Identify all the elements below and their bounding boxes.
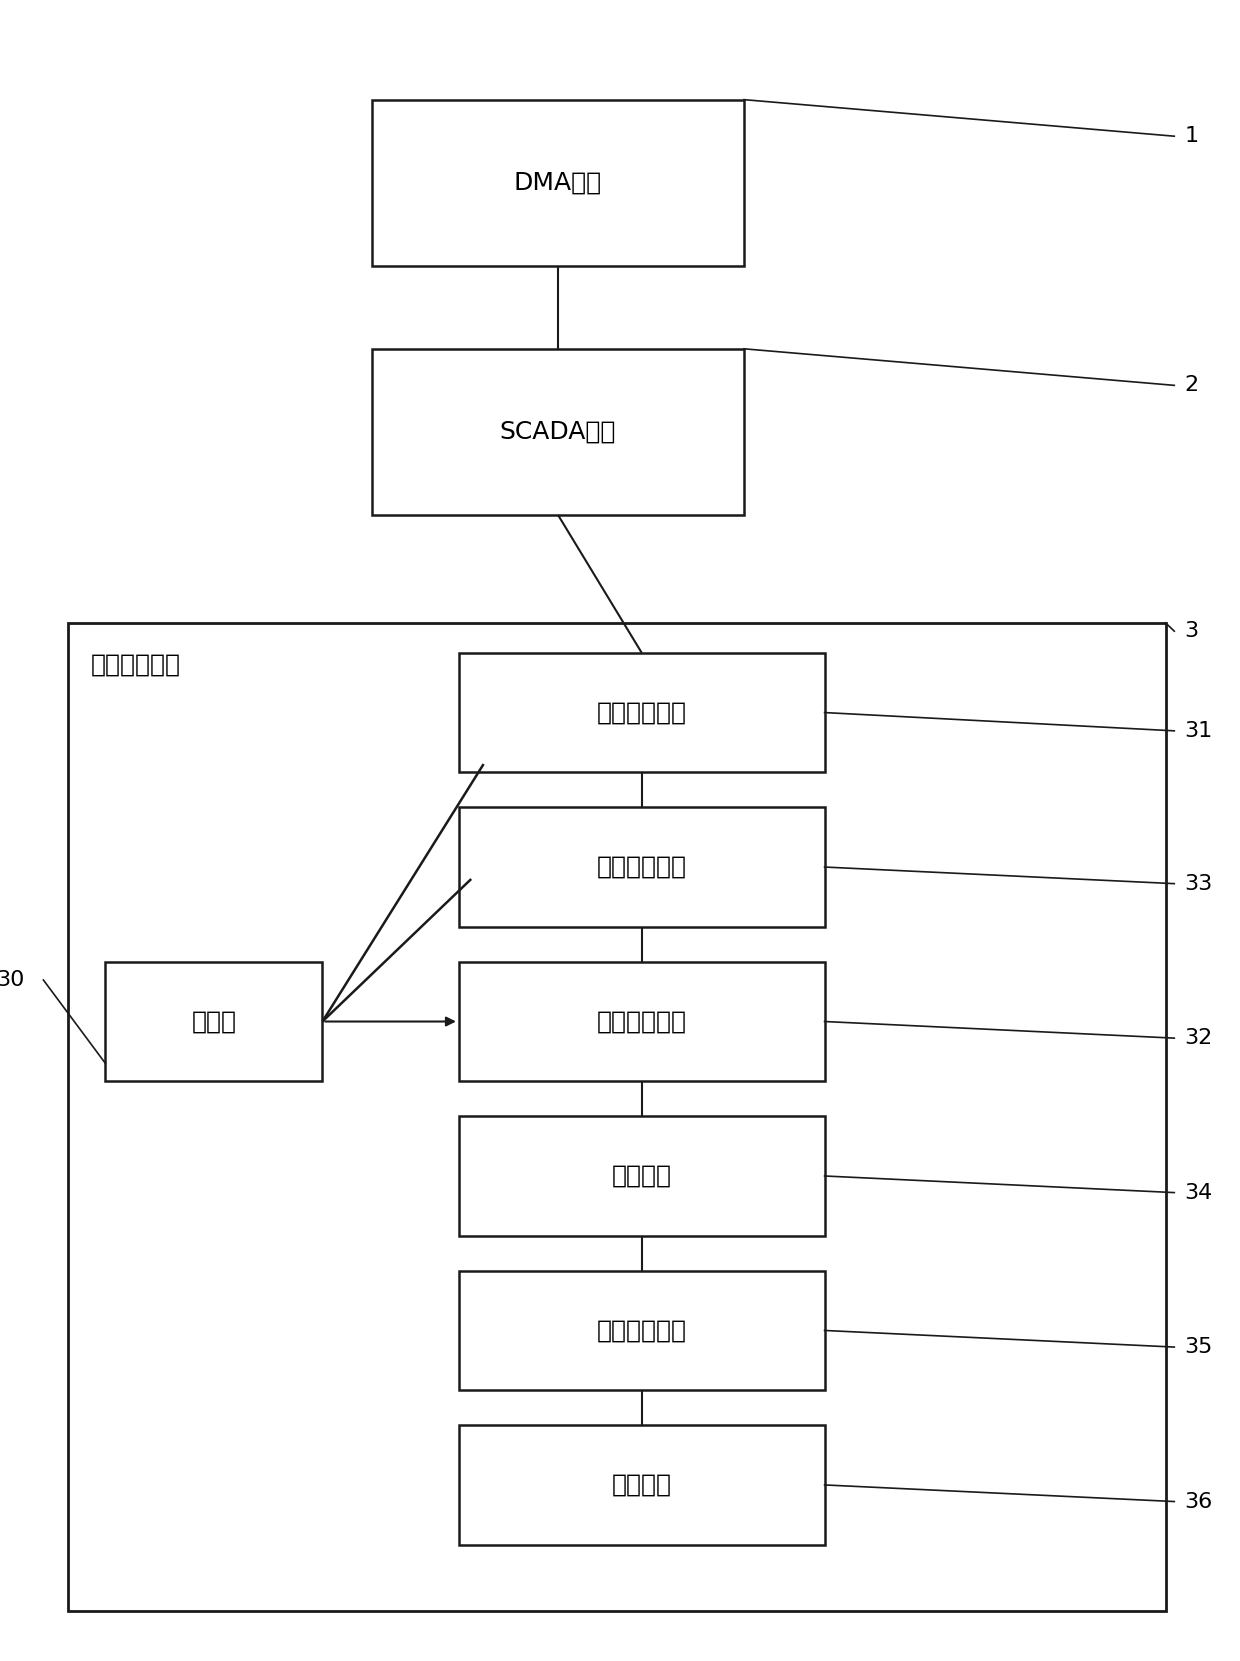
- Text: 数据剔除模块: 数据剔除模块: [596, 855, 687, 879]
- FancyBboxPatch shape: [459, 1271, 825, 1390]
- FancyBboxPatch shape: [459, 653, 825, 772]
- Text: DMA系统: DMA系统: [513, 171, 603, 194]
- FancyBboxPatch shape: [372, 349, 744, 515]
- FancyBboxPatch shape: [459, 807, 825, 927]
- FancyBboxPatch shape: [459, 1425, 825, 1545]
- Text: 36: 36: [1184, 1492, 1213, 1512]
- Text: 30: 30: [0, 970, 25, 990]
- Text: 2: 2: [1184, 375, 1198, 395]
- Text: SCADA系统: SCADA系统: [500, 420, 616, 443]
- Text: 1: 1: [1184, 126, 1198, 146]
- Text: 第一计算模块: 第一计算模块: [596, 701, 687, 724]
- FancyBboxPatch shape: [68, 623, 1166, 1611]
- Text: 第三计算模块: 第三计算模块: [596, 1319, 687, 1342]
- Text: 3: 3: [1184, 621, 1198, 641]
- FancyBboxPatch shape: [105, 962, 322, 1081]
- Text: 供水管理系统: 供水管理系统: [91, 653, 181, 676]
- Text: 31: 31: [1184, 721, 1213, 741]
- FancyBboxPatch shape: [372, 100, 744, 266]
- Text: 34: 34: [1184, 1183, 1213, 1203]
- Text: 判定模块: 判定模块: [611, 1164, 672, 1188]
- Text: 33: 33: [1184, 874, 1213, 894]
- Text: 数据库: 数据库: [191, 1010, 237, 1033]
- Text: 35: 35: [1184, 1337, 1213, 1357]
- FancyBboxPatch shape: [459, 1116, 825, 1236]
- FancyBboxPatch shape: [459, 962, 825, 1081]
- Text: 32: 32: [1184, 1028, 1213, 1048]
- Text: 输出模块: 输出模块: [611, 1473, 672, 1497]
- Text: 第二计算模块: 第二计算模块: [596, 1010, 687, 1033]
